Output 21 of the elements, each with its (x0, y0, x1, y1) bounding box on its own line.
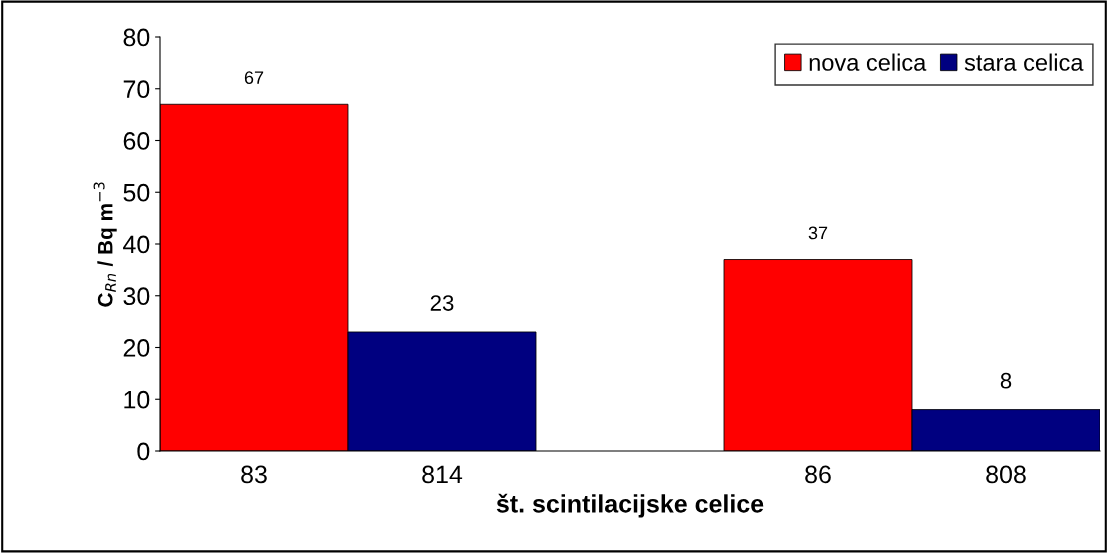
data-label: 8 (1000, 372, 1012, 389)
y-tick-label: 20 (123, 339, 150, 357)
x-axis-title: št. scintilacijske celice (496, 493, 764, 518)
y-tick-label: 0 (137, 442, 150, 461)
y-axis-title: C$_{Rn}$ / Bq m$^{−3}$ (93, 182, 117, 307)
y-tick-label: 50 (123, 183, 150, 202)
data-label: 23 (430, 295, 454, 311)
x-tick-label: 808 (986, 465, 1026, 484)
legend-label: nova celica (809, 53, 927, 71)
data-label: 67 (244, 71, 264, 85)
y-tick-label: 10 (124, 390, 150, 409)
x-tick-label: 86 (805, 465, 831, 484)
y-tick-label: 80 (123, 28, 150, 47)
data-label: 37 (808, 226, 828, 240)
x-tick-label: 814 (422, 465, 463, 484)
legend-label: stara celica (964, 53, 1084, 71)
y-tick-label: 30 (123, 287, 150, 306)
y-tick-label: 60 (123, 132, 150, 150)
y-tick-label: 40 (123, 235, 150, 254)
y-tick-label: 70 (123, 80, 150, 99)
x-tick-label: 83 (241, 465, 267, 484)
